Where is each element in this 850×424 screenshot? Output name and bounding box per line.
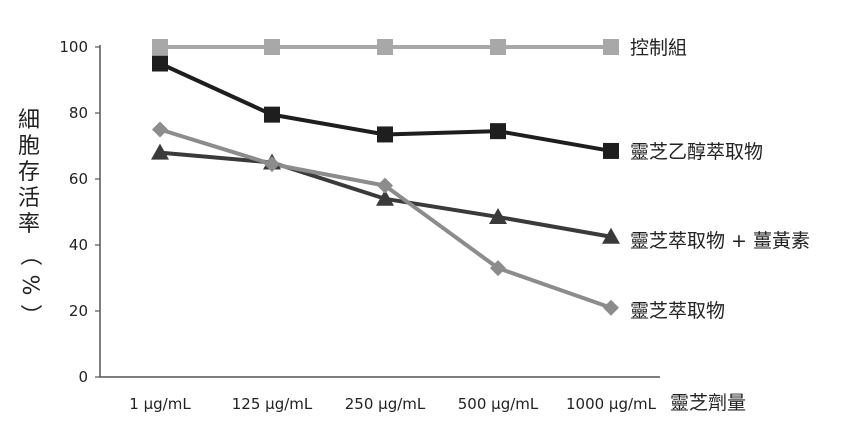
data-point-marker (377, 39, 393, 55)
y-tick-label: 60 (69, 170, 88, 188)
data-point-marker (264, 106, 280, 123)
x-tick-label: 500 μg/mL (458, 395, 539, 413)
data-point-marker (377, 177, 393, 194)
y-axis-label-char: 細 (17, 108, 40, 133)
data-point-marker (152, 121, 168, 138)
data-point-marker (151, 143, 169, 160)
x-tick-label: 250 μg/mL (345, 395, 426, 413)
data-point-marker (490, 123, 506, 140)
data-point-marker (377, 126, 393, 143)
y-axis-label-paren-open: （ (17, 243, 42, 266)
y-axis-label-paren-close: ） (17, 303, 42, 326)
legend-entry: 控制組 (630, 37, 687, 59)
data-point-marker (603, 299, 619, 316)
x-tick-label: 125 μg/mL (232, 395, 313, 413)
y-axis-label-char: 胞 (17, 134, 40, 159)
legend-entry: 靈芝乙醇萃取物 (630, 141, 763, 163)
data-point-marker (152, 55, 168, 72)
y-tick-label: 80 (69, 104, 88, 122)
y-tick-label: 40 (69, 236, 88, 254)
legend-entry: 靈芝萃取物 + 薑黃素 (630, 230, 810, 252)
data-point-marker (264, 156, 280, 173)
data-point-marker (490, 39, 506, 55)
x-axis-label: 靈芝劑量 (670, 392, 746, 414)
data-point-marker (152, 39, 168, 55)
data-point-marker (602, 227, 620, 244)
y-axis-label-char: 率 (17, 212, 40, 237)
legend-entry: 靈芝萃取物 (630, 300, 725, 322)
y-axis-label-unit: % (17, 274, 42, 296)
y-axis-label: 細 胞 存 活 率 （ % ） (14, 108, 44, 332)
data-point-marker (603, 142, 619, 159)
data-point-marker (264, 39, 280, 55)
y-tick-label: 0 (78, 368, 88, 386)
x-tick-label: 1 μg/mL (129, 395, 191, 413)
series-line (159, 127, 612, 310)
y-axis-label-char: 存 (17, 160, 40, 185)
data-point-marker (489, 207, 507, 224)
x-tick-label: 1000 μg/mL (566, 395, 657, 413)
y-tick-label: 100 (59, 38, 88, 56)
y-tick-label: 20 (69, 302, 88, 320)
data-point-marker (603, 39, 619, 55)
data-point-marker (490, 260, 506, 277)
y-axis-label-char: 活 (17, 186, 40, 211)
data-point-marker (376, 189, 394, 206)
